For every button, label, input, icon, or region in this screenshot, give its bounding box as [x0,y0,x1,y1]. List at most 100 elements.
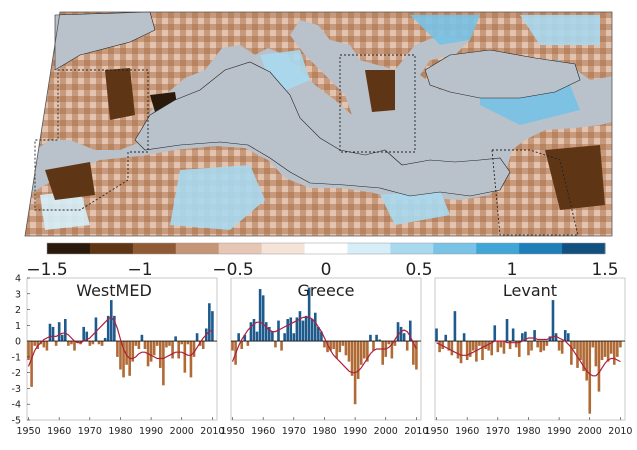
bar [286,319,289,342]
colorbar-tick-label: −1.5 [26,260,67,280]
bar [255,331,259,342]
bar [103,337,107,342]
bar [159,341,162,368]
y-tick-label: 0 [15,337,21,348]
bar [51,326,55,342]
bar [76,341,79,343]
bar [378,339,381,342]
bar [524,331,527,342]
bar [155,341,159,346]
bar [372,341,375,351]
y-tick-label: 1 [15,321,21,332]
bar [33,341,36,346]
panel-greece: Greece 1950 1960 1970 1980 1990 2000 2010 [220,277,428,437]
colorbar-segment [304,243,348,254]
x-tick-label: 1980 [312,426,336,437]
x-tick-label: 2010 [404,426,428,437]
bar [585,341,588,381]
bar [609,341,613,354]
bar [588,341,592,414]
bar [356,341,360,379]
smoothed-line [27,316,213,367]
bar [54,341,58,346]
colorbar-segment [476,243,520,254]
black-sea [424,49,581,99]
bar [517,341,521,357]
panel-title: Levant [503,281,557,300]
bar [125,341,128,365]
bar [320,331,323,342]
bar [137,341,141,349]
bar [576,341,579,368]
bar [393,341,397,346]
bar [180,341,184,345]
bar [521,333,524,342]
x-tick-label: 2010 [608,426,632,437]
bar [292,333,296,342]
bar [508,341,512,349]
bar [195,333,199,342]
colorbar-tick-label: 1 [507,260,518,280]
x-tick-label: 1960 [455,426,479,437]
bar [243,334,247,342]
colorbar: −1.5 −1 −0.5 0 0.5 1 1.5 [26,242,619,280]
y-tick-label: 4 [15,274,21,285]
y-tick-label: 3 [15,289,21,300]
bar [468,341,472,357]
bar [91,341,95,345]
time-series-panels: WestMED 1950 1960 1970 1980 1990 2000 2010 -5 -4 -… [12,274,633,438]
bar [143,341,147,349]
bar [453,311,457,342]
bar [301,320,305,342]
smoothed-line [436,335,621,377]
x-tick-label: 2000 [374,426,398,437]
bar [174,336,177,342]
panel-levant: Levant 1950 1960 1970 1980 1990 2000 2010 [424,277,632,437]
bar [530,341,533,351]
bar [612,341,616,365]
bar [435,328,438,342]
bar [304,315,308,342]
bar [261,295,265,342]
colorbar-tick-label: 1.5 [591,260,618,280]
bar [189,341,193,378]
bar [317,326,320,342]
colorbar-segment [175,243,220,254]
bar [307,287,311,342]
x-tick-label: 2000 [170,426,194,437]
bar [619,341,622,348]
bar [573,341,576,349]
colorbar-segment [347,243,391,254]
bar [240,341,244,349]
x-tick-label: 1950 [424,426,448,437]
colorbar-segment [261,243,306,254]
bar [64,319,67,342]
bar [527,341,530,356]
bar [48,323,52,342]
bar [246,341,250,346]
bar [67,341,70,346]
bar [533,330,536,342]
bar [280,341,283,351]
bar [551,300,555,342]
bar [542,341,546,351]
x-tick-label: 1970 [282,426,306,437]
map-frame [24,11,613,237]
bar [350,341,354,376]
bar [441,341,444,349]
bar [152,341,156,356]
bar [258,289,262,342]
bar [271,331,274,342]
bar [594,341,598,367]
y-tick-label: 2 [15,305,21,316]
bar [600,341,604,361]
bar [475,341,478,362]
bar [597,341,601,392]
bar [484,341,487,349]
bar [313,312,317,342]
bar [100,341,104,346]
greece-box [339,54,416,153]
y-tick-label: -1 [12,352,21,363]
bar [579,341,582,361]
